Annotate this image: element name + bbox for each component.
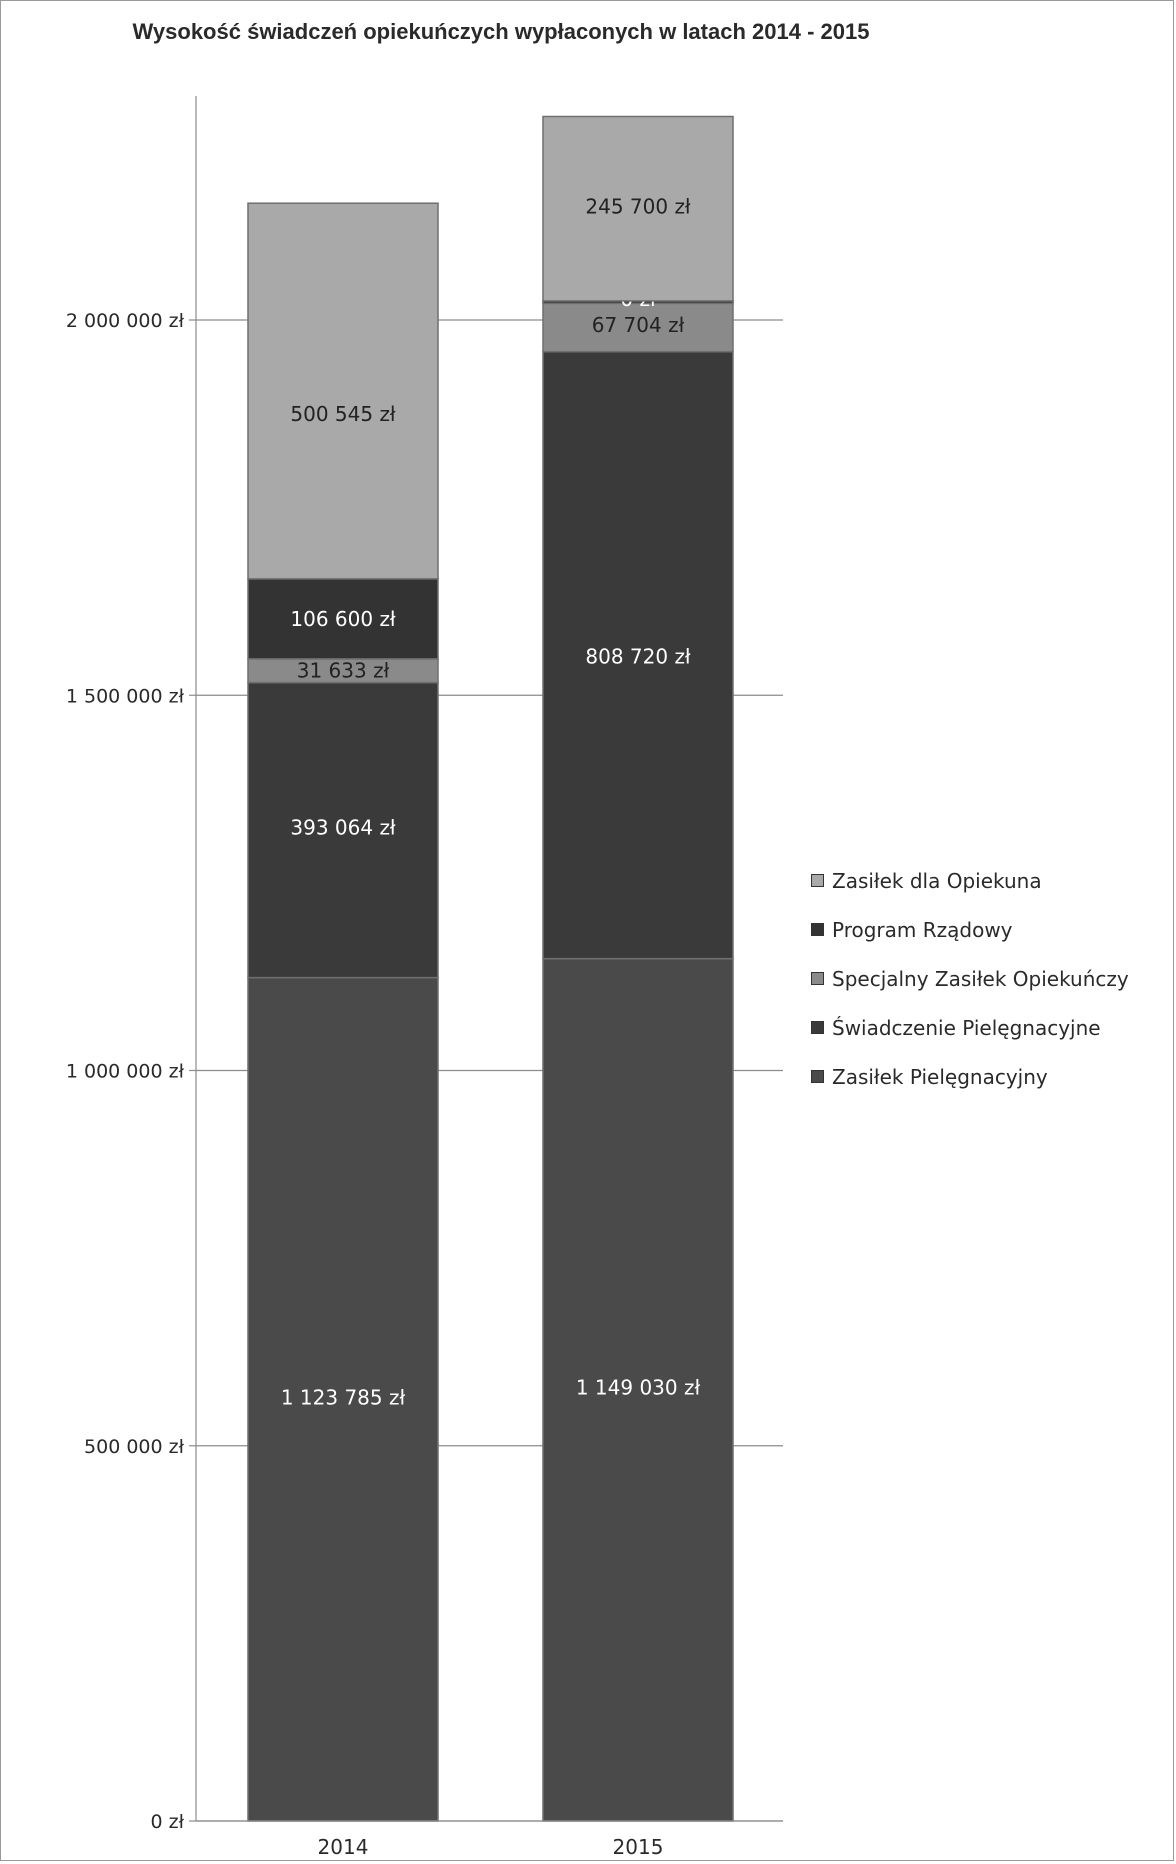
bar-2014-0	[247, 976, 439, 1822]
legend-swatch-1	[811, 923, 824, 936]
legend: Zasiłek dla Opiekuna Program Rządowy Specj…	[811, 856, 1171, 1101]
bar-2014-4	[247, 202, 439, 580]
bars: 1 123 785 zł 393 064 zł 31 633 zł 106 600 z…	[247, 115, 734, 1822]
legend-swatch-2	[811, 972, 824, 985]
data-label-2014-0: 1 123 785 zł	[281, 1386, 406, 1410]
chart-title: Wysokość świadczeń opiekuńczych wypłacon…	[132, 19, 870, 44]
data-label-2015-4: 245 700 zł	[585, 194, 691, 218]
data-label-2014-4: 500 545 zł	[290, 402, 396, 426]
legend-swatch-4	[811, 1070, 824, 1083]
bar-2015-2	[542, 300, 734, 353]
legend-label-1: Program Rządowy	[832, 917, 1013, 942]
bar-2015-0	[542, 957, 734, 1822]
legend-swatch-3	[811, 1021, 824, 1034]
legend-label-3: Świadczenie Pielęgnacyjne	[832, 1015, 1101, 1040]
legend-label-2: Specjalny Zasiłek Opiekuńczy	[832, 966, 1129, 991]
y-tick-label-0: 0 zł	[150, 1811, 184, 1833]
bar-2014-3	[247, 578, 439, 660]
data-label-2015-0: 1 149 030 zł	[576, 1376, 701, 1400]
legend-item-3: Świadczenie Pielęgnacyjne	[811, 1003, 1171, 1052]
data-label-2014-3: 106 600 zł	[290, 607, 396, 631]
x-tick-label-2015: 2015	[613, 1835, 664, 1859]
x-tick-label-2014: 2014	[318, 1835, 369, 1859]
legend-swatch-0	[811, 874, 824, 887]
legend-label-4: Zasiłek Pielęgnacyjny	[832, 1064, 1048, 1089]
y-tick-label-1: 500 000 zł	[84, 1436, 185, 1458]
bar-2014-1	[247, 681, 439, 979]
data-label-2015-1: 808 720 zł	[585, 645, 691, 669]
legend-item-4: Zasiłek Pielęgnacyjny	[811, 1052, 1171, 1101]
data-label-2014-2: 31 633 zł	[297, 659, 390, 683]
bar-2015-1	[542, 350, 734, 960]
stacked-bar-chart: 1 123 785 zł 393 064 zł 31 633 zł 106 600 z…	[66, 96, 783, 1859]
y-tick-label-2: 1 000 000 zł	[66, 1061, 185, 1083]
data-label-2015-2: 67 704 zł	[592, 313, 685, 337]
legend-label-0: Zasiłek dla Opiekuna	[832, 868, 1042, 893]
bar-2015-4	[542, 115, 734, 302]
legend-item-0: Zasiłek dla Opiekuna	[811, 856, 1171, 905]
axes: 0 zł 500 000 zł 1 000 000 zł 1 500 000 zł 2 …	[66, 96, 783, 1859]
legend-item-1: Program Rządowy	[811, 905, 1171, 954]
y-tick-label-4: 2 000 000 zł	[66, 310, 185, 332]
legend-item-2: Specjalny Zasiłek Opiekuńczy	[811, 954, 1171, 1003]
data-label-2014-1: 393 064 zł	[290, 816, 396, 840]
y-tick-label-3: 1 500 000 zł	[66, 685, 185, 707]
